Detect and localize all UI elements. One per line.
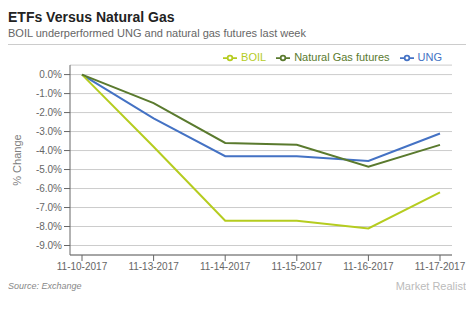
svg-text:11-17-2017: 11-17-2017 <box>415 261 466 272</box>
svg-text:11-13-2017: 11-13-2017 <box>128 261 179 272</box>
svg-text:11-14-2017: 11-14-2017 <box>200 261 251 272</box>
svg-text:-1.0%: -1.0% <box>36 88 62 99</box>
svg-text:-6.0%: -6.0% <box>36 183 62 194</box>
html-text:BOIL underperformed UNG and na: BOIL underperformed UNG and natural gas … <box>8 27 306 39</box>
svg-text:-4.0%: -4.0% <box>36 145 62 156</box>
svg-text:-7.0%: -7.0% <box>36 202 62 213</box>
html-text:Source: Exchange: Source: Exchange <box>8 281 82 291</box>
svg-text:-2.0%: -2.0% <box>36 107 62 118</box>
svg-text:-5.0%: -5.0% <box>36 164 62 175</box>
svg-text:-3.0%: -3.0% <box>36 126 62 137</box>
html-text:UNG: UNG <box>417 51 442 63</box>
svg-text:0.0%: 0.0% <box>39 69 62 80</box>
svg-text:% Change: % Change <box>11 134 23 185</box>
svg-text:11-10-2017: 11-10-2017 <box>57 261 108 272</box>
svg-text:11-15-2017: 11-15-2017 <box>272 261 323 272</box>
html-text:Natural Gas futures: Natural Gas futures <box>294 51 390 63</box>
html-text:Market Realist: Market Realist <box>395 280 466 292</box>
svg-text:-9.0%: -9.0% <box>36 240 62 251</box>
html-text:BOIL: BOIL <box>241 51 267 63</box>
html-text:ETFs Versus Natural Gas: ETFs Versus Natural Gas <box>8 9 175 25</box>
svg-text:11-16-2017: 11-16-2017 <box>343 261 394 272</box>
svg-text:-8.0%: -8.0% <box>36 221 62 232</box>
